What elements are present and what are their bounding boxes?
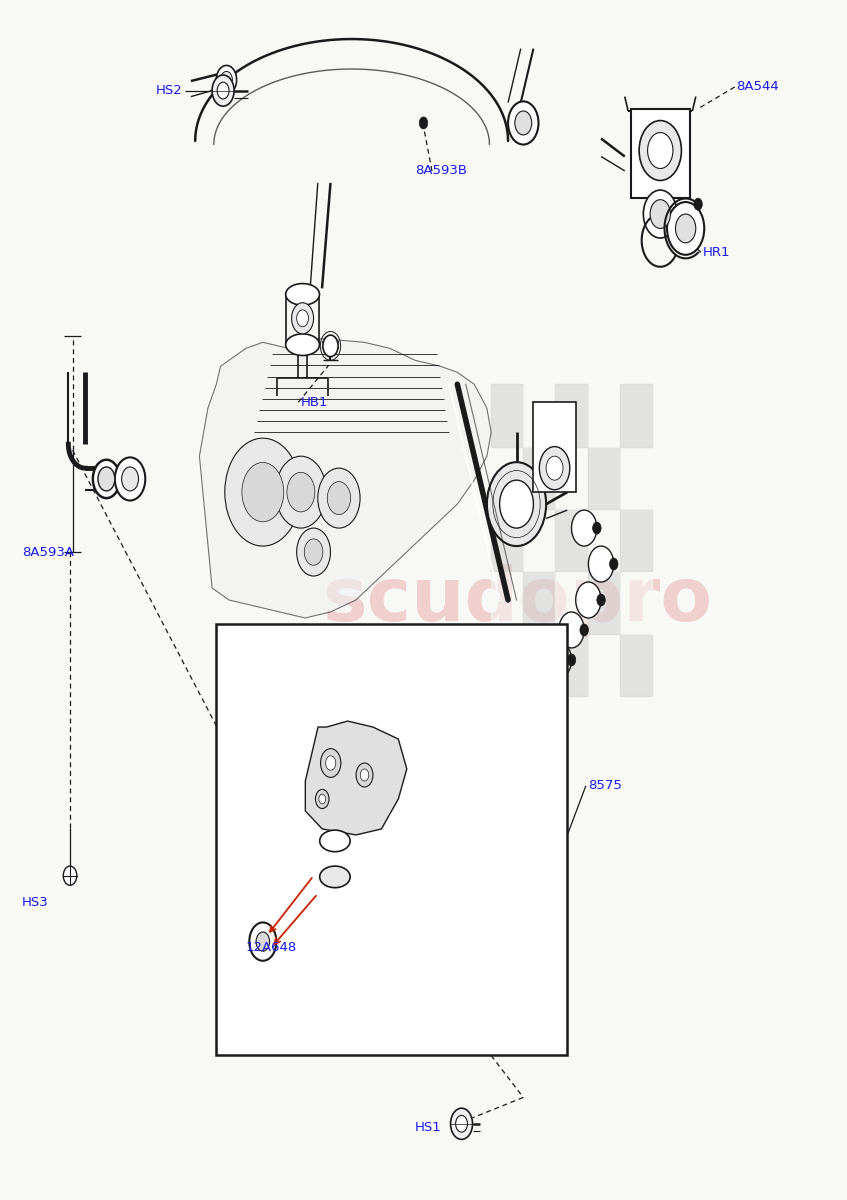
Text: HS3: HS3 [22,895,48,908]
Circle shape [667,202,704,254]
Circle shape [98,467,115,491]
Bar [620,634,652,696]
Text: scudopro: scudopro [322,564,712,636]
Circle shape [567,654,576,666]
Text: HS1: HS1 [415,1121,442,1134]
Bar [588,571,620,634]
Circle shape [304,539,323,565]
Circle shape [676,214,695,242]
Circle shape [580,624,589,636]
Circle shape [64,866,77,886]
Circle shape [610,558,618,570]
Circle shape [589,546,614,582]
Circle shape [287,473,315,512]
Bar [588,446,620,509]
Circle shape [487,462,546,546]
Text: 12A648: 12A648 [246,941,297,954]
Circle shape [451,1109,473,1139]
Ellipse shape [285,334,319,355]
Bar [523,446,556,509]
Bar [556,509,588,571]
Circle shape [296,528,330,576]
Circle shape [650,199,671,228]
Polygon shape [199,338,491,618]
Circle shape [318,468,360,528]
Bar [620,509,652,571]
Bar [491,634,523,696]
Bar [216,624,567,1056]
Bar [556,446,588,509]
Circle shape [546,456,563,480]
Bar [523,384,556,446]
Polygon shape [305,721,407,835]
Circle shape [318,794,325,804]
Circle shape [249,923,276,961]
Circle shape [320,749,340,778]
Circle shape [639,120,681,180]
Circle shape [256,932,269,952]
Bar [523,634,556,696]
Circle shape [515,110,532,134]
Bar [491,446,523,509]
Bar [491,509,523,571]
Circle shape [224,438,301,546]
Circle shape [122,467,139,491]
Text: 8A544: 8A544 [736,80,779,94]
Bar [620,571,652,634]
Circle shape [356,763,373,787]
Bar [631,108,689,198]
Bar [523,509,556,571]
Circle shape [220,72,232,88]
Bar [523,571,556,634]
Text: HR1: HR1 [702,246,730,259]
Circle shape [644,190,678,238]
Circle shape [325,756,335,770]
Circle shape [217,82,229,98]
Bar [588,384,620,446]
Text: 8A593B: 8A593B [415,164,467,178]
Bar [491,384,523,446]
Ellipse shape [319,866,350,888]
Circle shape [212,76,234,106]
Circle shape [593,522,601,534]
Bar [556,384,588,446]
Text: 8A593A: 8A593A [22,546,74,558]
Circle shape [559,612,584,648]
Circle shape [597,594,606,606]
Circle shape [115,457,146,500]
Ellipse shape [285,283,319,305]
Circle shape [216,66,236,94]
Circle shape [291,302,313,334]
Bar [534,402,576,492]
Bar [491,571,523,634]
Circle shape [327,481,351,515]
Circle shape [500,480,534,528]
Circle shape [508,101,539,144]
Text: HB1: HB1 [301,396,329,409]
Bar [556,571,588,634]
Circle shape [360,769,368,781]
Circle shape [296,310,308,326]
Ellipse shape [319,830,350,852]
Circle shape [419,116,428,128]
Bar [620,384,652,446]
Circle shape [456,1116,468,1132]
Circle shape [323,335,338,356]
Bar [588,509,620,571]
Circle shape [540,446,570,490]
Circle shape [315,790,329,809]
Text: 8575: 8575 [589,779,623,792]
Circle shape [648,132,673,168]
Bar [556,634,588,696]
Circle shape [275,456,326,528]
Circle shape [93,460,120,498]
Circle shape [576,582,601,618]
Text: HS2: HS2 [156,84,182,97]
Circle shape [546,642,572,678]
Bar [588,634,620,696]
Circle shape [572,510,597,546]
Circle shape [694,198,702,210]
Circle shape [242,462,284,522]
Bar [620,446,652,509]
